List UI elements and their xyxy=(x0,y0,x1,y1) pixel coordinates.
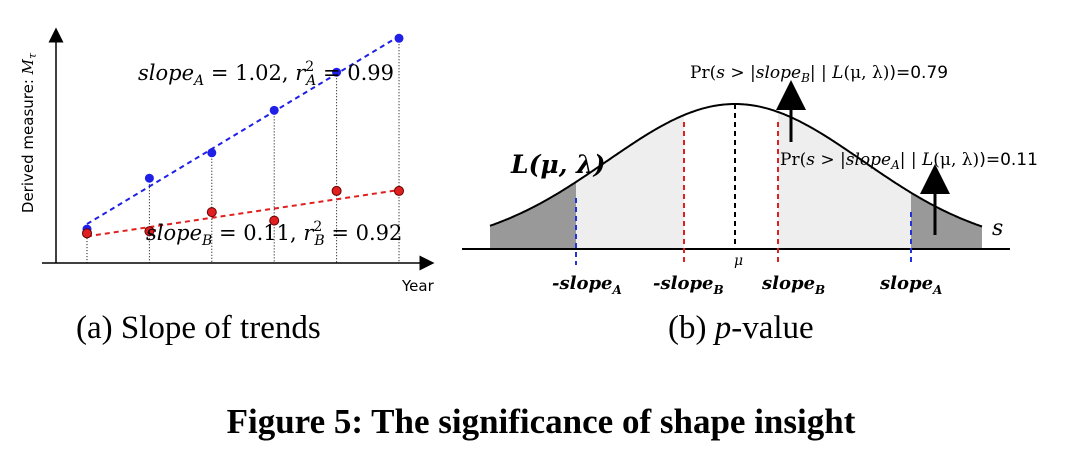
series-b-point xyxy=(82,228,92,239)
x-axis-label: Year xyxy=(401,277,435,295)
tick-neg-slope-b: -slopeB xyxy=(653,273,724,297)
tick-neg-slope-a: -slopeA xyxy=(552,273,622,297)
distribution-label: L(μ, λ) xyxy=(510,150,605,179)
subcaption-b-suffix: -value xyxy=(731,310,814,346)
shade-left-light xyxy=(576,115,684,249)
series-a-point xyxy=(394,33,404,43)
tail-left-dark xyxy=(490,182,576,249)
shade-right-light xyxy=(778,112,911,249)
series-b-point xyxy=(144,226,155,237)
prob-b-annotation: Pr(s > |slopeB| | L(μ, λ))=0.79 xyxy=(690,63,948,85)
series-b-point xyxy=(331,185,342,196)
subcaption-b: (b) p-value xyxy=(668,310,814,347)
subcaption-b-p: p xyxy=(714,310,732,346)
series-a-point xyxy=(332,67,342,77)
trend-line-a xyxy=(86,35,400,225)
prob-a-annotation: Pr(s > |slopeA| | L(μ, λ))=0.11 xyxy=(780,150,1038,172)
series-b-points xyxy=(82,185,404,239)
series-a-point xyxy=(269,105,279,115)
series-a-point xyxy=(144,173,154,183)
series-b-point xyxy=(394,185,404,196)
subcaption-a: (a) Slope of trends xyxy=(76,310,321,346)
panel-a-slope-chart: Derived measure: Mτ Year slopeA = 1.02, … xyxy=(19,27,435,295)
series-a-point xyxy=(207,148,217,158)
s-axis-label: s xyxy=(992,216,1003,241)
slope-b-annotation: slopeB = 0.11, r2 B = 0.92 xyxy=(146,219,402,249)
tail-right-dark xyxy=(911,192,982,249)
tick-slope-a: slopeA xyxy=(879,273,942,297)
subcaption-b-prefix: (b) xyxy=(668,310,715,346)
panel-b-pvalue-chart: s μ -slopeA -slopeB slopeB slopeA L(μ, λ… xyxy=(462,63,1038,297)
series-a-points xyxy=(82,33,404,234)
series-b-point xyxy=(206,207,217,218)
y-axis-label: Derived measure: Mτ xyxy=(19,52,39,213)
drop-lines xyxy=(86,38,400,263)
mu-label: μ xyxy=(734,253,743,269)
slope-a-annotation: slopeA = 1.02, r2 A = 0.99 xyxy=(138,59,394,89)
series-b-point xyxy=(269,215,280,226)
figure-caption: Figure 5: The significance of shape insi… xyxy=(226,402,856,441)
trend-line-b xyxy=(86,189,400,238)
tick-slope-b: slopeB xyxy=(761,273,825,297)
